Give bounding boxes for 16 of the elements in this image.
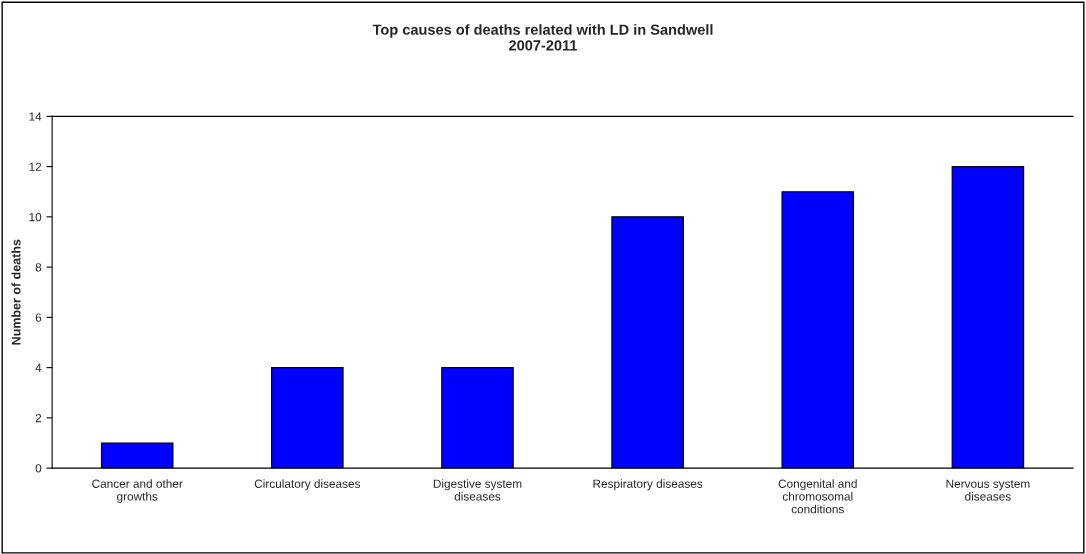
y-tick-label: 12 bbox=[29, 162, 42, 171]
y-tick-label: 8 bbox=[35, 263, 42, 272]
y-tick-label: 6 bbox=[35, 313, 42, 322]
x-tick-label: Congenital and chromosomal conditions bbox=[778, 479, 857, 514]
chart-title: Top causes of deaths related with LD in Sandwell 2007-2011 bbox=[372, 24, 713, 51]
y-axis-title: Number of deaths bbox=[11, 239, 21, 345]
y-tick-label: 2 bbox=[35, 413, 42, 423]
y-tick-label: 0 bbox=[35, 464, 42, 473]
y-tick-label: 4 bbox=[35, 363, 42, 372]
x-tick-label: Respiratory diseases bbox=[593, 479, 703, 491]
x-tick-label: Cancer and other growths bbox=[92, 479, 183, 503]
y-tick-label: 14 bbox=[29, 112, 42, 121]
x-tick-label: Nervous system diseases bbox=[946, 479, 1030, 501]
y-tick-label: 10 bbox=[29, 212, 42, 222]
x-tick-label: Digestive system diseases bbox=[433, 479, 522, 501]
x-tick-label: Circulatory diseases bbox=[254, 479, 361, 491]
